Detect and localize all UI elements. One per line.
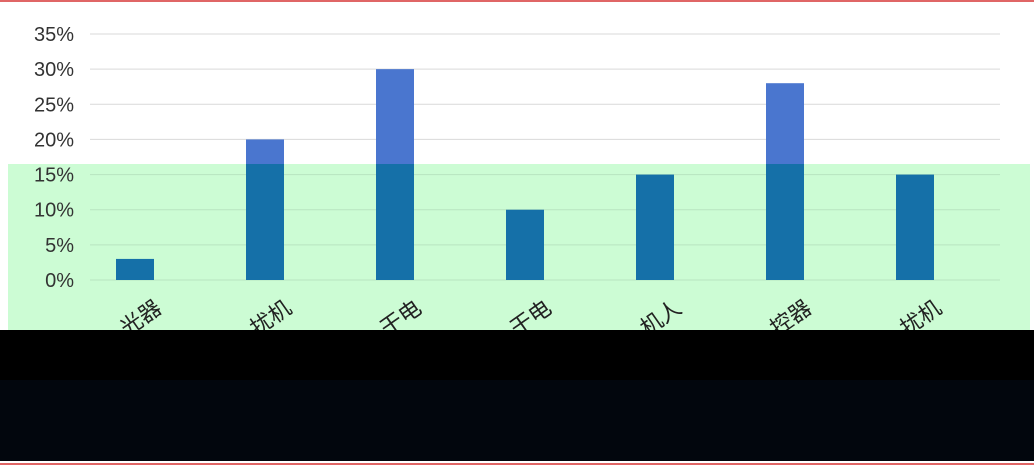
bar-upper: [766, 83, 804, 164]
bar: [116, 258, 154, 280]
bar-upper: [376, 69, 414, 164]
bars-upper: [246, 69, 804, 164]
bar: [766, 164, 804, 280]
y-tick-label: 25%: [34, 94, 74, 116]
bar-upper: [246, 139, 284, 164]
y-axis-ticks-overlay: 0% 5% 10% 15%: [34, 165, 1000, 292]
bar: [506, 209, 544, 280]
y-tick-label: 30%: [34, 59, 74, 81]
y-tick-label: 35%: [34, 24, 74, 46]
y-tick-label: 5%: [45, 235, 74, 257]
y-tick-label: 15%: [34, 165, 74, 187]
bar: [376, 164, 414, 280]
y-tick-label: 0%: [45, 270, 74, 292]
y-tick-label: 20%: [34, 129, 74, 151]
bar: [246, 164, 284, 280]
bar: [896, 174, 934, 280]
y-axis-ticks: 20% 25% 30% 35%: [34, 24, 74, 151]
bars-lower: [116, 164, 934, 280]
redaction-block: [0, 330, 1034, 382]
bar: [636, 174, 674, 280]
redaction-block-lower: [0, 380, 1034, 461]
y-tick-label: 10%: [34, 200, 74, 222]
